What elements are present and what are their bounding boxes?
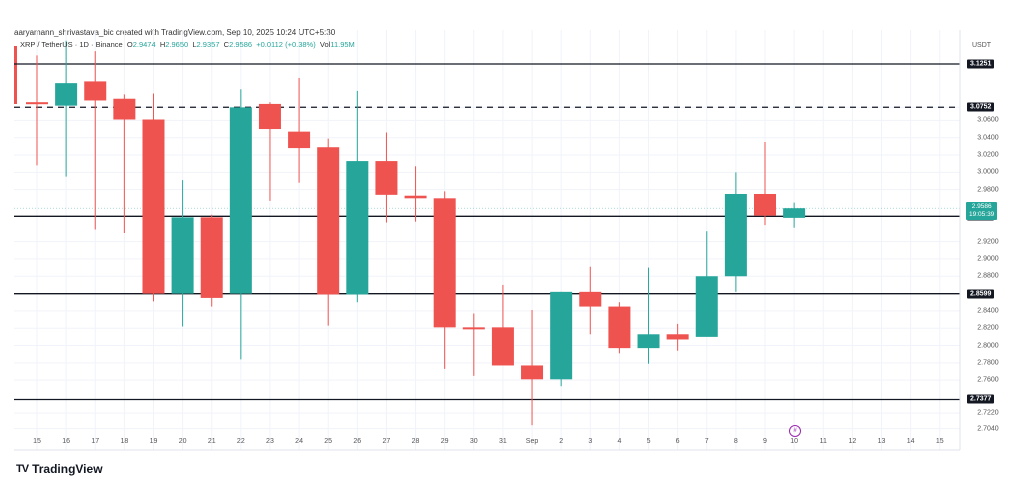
candle[interactable] [142, 93, 165, 302]
candle[interactable] [637, 267, 660, 364]
date-tick: 9 [763, 438, 767, 445]
date-tick: 4 [617, 438, 622, 445]
change-value: +0.0112 (+0.38%) [256, 40, 316, 49]
date-tick: 31 [499, 438, 507, 445]
price-tick: 3.0400 [977, 134, 999, 142]
candle[interactable] [171, 180, 194, 327]
candle[interactable] [346, 90, 369, 303]
candle[interactable] [229, 89, 252, 360]
price-tick: 2.7800 [977, 359, 999, 367]
price-tick: 2.7040 [977, 425, 999, 433]
date-tick: 23 [266, 438, 274, 445]
date-tick: 25 [324, 438, 333, 445]
price-tick: 2.7220 [977, 409, 999, 417]
date-tick: 15 [33, 438, 41, 445]
symbol-title[interactable]: XRP / TetherUS · 1D · Binance [20, 40, 123, 49]
date-tick: 12 [848, 438, 857, 445]
level-price-tag[interactable]: 2.8599 [967, 289, 995, 299]
date-tick: 2 [559, 438, 564, 445]
price-tick: 2.9000 [977, 255, 999, 263]
candle[interactable] [113, 94, 136, 233]
previous-bar-marker [14, 46, 17, 104]
date-tick: 30 [469, 438, 478, 445]
date-tick: Sep [525, 438, 539, 445]
date-tick: 16 [62, 438, 71, 445]
date-tick: 7 [704, 438, 709, 445]
date-tick: 14 [906, 438, 915, 445]
price-tick: 2.8800 [977, 272, 999, 280]
high-value: 2.9650 [165, 40, 189, 49]
candle[interactable] [26, 55, 48, 166]
date-tick: 26 [353, 438, 362, 445]
candle[interactable] [375, 132, 398, 223]
date-tick: 17 [91, 438, 100, 445]
candle[interactable] [608, 302, 631, 354]
candle[interactable] [462, 313, 485, 376]
candle[interactable] [754, 142, 776, 226]
open-value: 2.9474 [132, 40, 156, 49]
date-tick: 27 [382, 438, 391, 445]
candle[interactable] [666, 323, 689, 351]
date-tick: 29 [440, 438, 449, 445]
candle[interactable] [404, 166, 427, 222]
close-value: 2.9586 [229, 40, 253, 49]
price-tick: 2.8000 [977, 342, 999, 350]
candles[interactable] [26, 40, 806, 426]
symbol-legend: XRP / TetherUS · 1D · Binance O2.9474 H2… [20, 40, 355, 49]
date-tick: 20 [178, 438, 187, 445]
candle[interactable] [55, 40, 78, 177]
price-tick: 3.0000 [977, 168, 999, 176]
date-tick: 10 [790, 438, 799, 445]
date-tick: 24 [295, 438, 303, 445]
date-tick: 21 [207, 438, 216, 445]
candle[interactable] [433, 191, 456, 369]
candle[interactable] [288, 77, 311, 183]
candle[interactable] [695, 231, 718, 337]
level-price-tag[interactable]: 3.0752 [967, 102, 995, 112]
date-tick: 11 [819, 438, 827, 445]
candle[interactable] [258, 102, 281, 201]
tradingview-logo-icon: TV [16, 463, 29, 475]
price-tick: 3.0600 [977, 116, 999, 124]
date-tick: 13 [877, 438, 886, 445]
candle[interactable] [84, 51, 107, 230]
currency-unit[interactable]: USDT [972, 42, 992, 49]
chart-credit: aaryamann_shrivastava_bic created with T… [14, 28, 336, 37]
date-tick: 15 [935, 438, 944, 445]
date-tick: 22 [236, 438, 245, 445]
date-tick: 6 [675, 438, 680, 445]
price-tick: 2.9800 [977, 186, 999, 194]
date-tick: 18 [120, 438, 129, 445]
price-tick: 2.8400 [977, 307, 999, 315]
date-tick: 3 [588, 438, 593, 445]
date-tick: 28 [411, 438, 420, 445]
volume-value: 11.95M [330, 40, 355, 49]
price-tick: 2.9200 [977, 238, 999, 246]
live-price-tag[interactable]: 2.9586 19:05:39 [966, 202, 998, 221]
low-value: 2.9357 [196, 40, 220, 49]
candle[interactable] [579, 266, 602, 335]
price-tick: 3.0200 [977, 151, 999, 159]
level-price-tag[interactable]: 2.7377 [967, 394, 995, 404]
date-tick: 5 [646, 438, 651, 445]
level-price-tag[interactable]: 3.1251 [967, 59, 995, 69]
date-tick: 8 [733, 438, 738, 445]
price-tick: 2.8200 [977, 324, 999, 332]
candle[interactable] [491, 284, 514, 366]
price-tick: 2.7600 [977, 376, 999, 384]
candle[interactable] [521, 310, 544, 426]
candle[interactable] [783, 202, 806, 228]
candle[interactable] [317, 138, 340, 326]
date-tick: 19 [149, 438, 158, 445]
candle[interactable] [724, 172, 747, 292]
candle[interactable] [200, 214, 223, 307]
event-marker-icon[interactable]: # [789, 425, 801, 437]
tradingview-logo: TV TradingView [16, 462, 103, 476]
candle[interactable] [550, 291, 573, 387]
